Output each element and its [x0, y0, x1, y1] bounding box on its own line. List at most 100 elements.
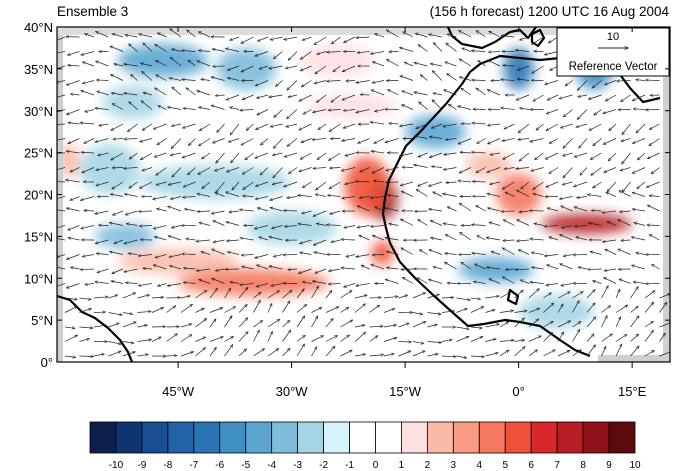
wind-vector — [331, 36, 341, 44]
wind-vector — [459, 31, 472, 38]
wind-vector — [287, 109, 298, 119]
wind-vector — [228, 65, 240, 70]
wind-vector — [109, 223, 124, 226]
wind-vector — [652, 264, 660, 270]
wind-vector — [227, 240, 240, 241]
wind-vector — [518, 123, 530, 133]
wind-vector — [637, 152, 646, 160]
wind-vector — [195, 308, 205, 313]
wind-vector — [619, 279, 631, 284]
wind-vector — [504, 123, 515, 129]
wind-vector — [168, 107, 182, 110]
colorbar-label: 0 — [373, 460, 379, 471]
wind-vector — [559, 94, 573, 99]
wind-vector — [151, 297, 164, 298]
wind-vector — [456, 336, 469, 342]
wind-vector — [231, 152, 240, 163]
anomaly-feature-6 — [503, 47, 534, 90]
wind-vector — [284, 181, 298, 187]
wind-vector — [456, 297, 471, 300]
wind-vector — [122, 352, 135, 357]
wind-vector — [245, 152, 254, 160]
wind-vector — [401, 248, 414, 255]
lat-tick-label: 30°N — [24, 104, 53, 119]
wind-vector — [359, 197, 370, 198]
wind-vector — [414, 165, 428, 168]
wind-vector — [416, 189, 428, 197]
colorbar-label: -7 — [189, 460, 198, 471]
wind-vector — [373, 181, 385, 182]
wind-vector — [375, 207, 385, 212]
anomaly-feature-2 — [102, 85, 163, 120]
wind-vector — [372, 80, 385, 83]
wind-vector — [313, 168, 327, 169]
wind-vector — [659, 294, 670, 299]
wind-vector — [354, 332, 365, 342]
wind-vector — [441, 356, 456, 357]
wind-vector — [604, 268, 617, 271]
wind-vector — [209, 288, 217, 299]
wind-vector — [580, 167, 588, 176]
wind-vector — [588, 195, 602, 197]
anomaly-feature-0 — [117, 43, 209, 78]
colorbar-label: 5 — [502, 460, 508, 471]
wind-vector — [270, 196, 283, 201]
wind-vector — [427, 294, 440, 299]
wind-vector — [287, 80, 298, 91]
wind-vector — [108, 323, 119, 328]
wind-vector — [630, 287, 639, 299]
wind-vector — [330, 210, 341, 214]
wind-vector — [199, 223, 211, 226]
wind-vector — [588, 223, 602, 226]
wind-vector — [543, 303, 554, 313]
wind-vector — [516, 168, 530, 169]
wind-vector — [432, 166, 443, 167]
colorbar: -10 -9 -8 -7 -6 -5 -4 -3 -2 -1 0 1 2 3 4 5 6 7 8 9 10 — [89, 421, 641, 471]
wind-vector — [182, 152, 196, 158]
wind-vector — [188, 60, 196, 67]
wind-vector — [543, 332, 553, 342]
wind-vector — [226, 222, 240, 226]
wind-vector — [228, 252, 240, 255]
colorbar-label: -5 — [241, 460, 250, 471]
wind-vector — [112, 181, 124, 189]
wind-vector — [445, 62, 457, 67]
wind-vector — [315, 268, 327, 273]
wind-vector — [93, 325, 106, 328]
wind-vector — [622, 123, 631, 134]
wind-vector — [344, 283, 356, 287]
wind-vector — [238, 332, 248, 342]
wind-vector — [124, 168, 138, 169]
wind-vector — [475, 264, 486, 270]
wind-vector — [255, 152, 269, 158]
wind-vector — [170, 266, 182, 270]
anomaly-feature-13 — [371, 240, 394, 266]
wind-vector — [340, 307, 349, 313]
wind-vector — [154, 152, 167, 157]
wind-vector — [110, 252, 124, 255]
wind-vector — [93, 354, 104, 357]
wind-vector — [302, 36, 312, 40]
wind-vector — [586, 345, 595, 357]
wind-vector — [180, 296, 190, 299]
wind-vector — [227, 167, 240, 172]
wind-vector — [199, 279, 211, 284]
wind-vector — [344, 36, 356, 43]
wind-vector — [316, 94, 327, 102]
wind-vector — [608, 152, 617, 161]
wind-vector — [427, 354, 438, 357]
wind-vector — [325, 291, 332, 299]
anomaly-feature-20 — [246, 211, 338, 245]
wind-vector — [213, 138, 225, 143]
wind-vector — [549, 167, 559, 174]
wind-vector — [287, 197, 298, 198]
wind-vector — [561, 225, 573, 228]
wind-vector — [487, 194, 501, 197]
wind-vector — [403, 277, 414, 284]
anomaly-feature-10 — [140, 165, 292, 199]
wind-vector — [344, 225, 356, 228]
wind-vector — [286, 65, 298, 68]
wind-vector — [547, 208, 559, 212]
wind-vector — [412, 351, 425, 357]
wind-vector — [649, 235, 660, 241]
